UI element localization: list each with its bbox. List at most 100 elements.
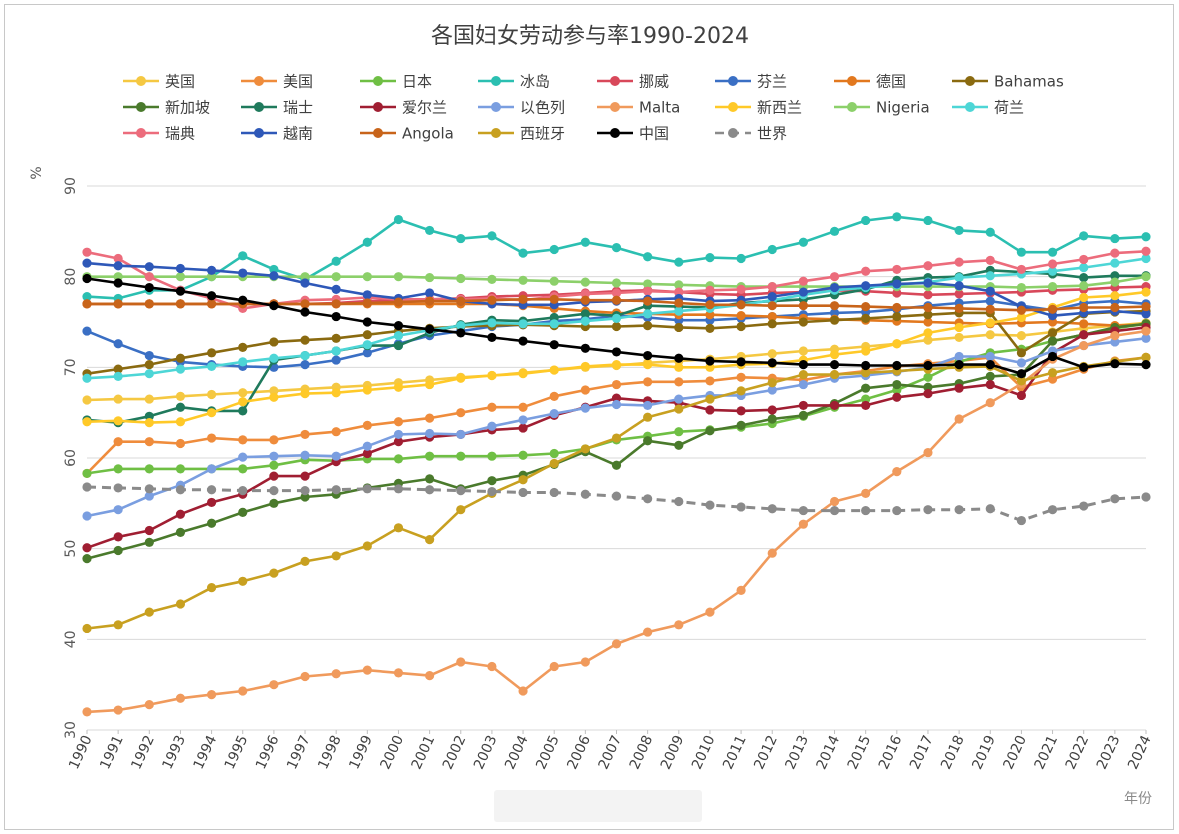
legend-label: Angola (402, 125, 454, 143)
data-point (767, 405, 777, 415)
data-point (736, 386, 746, 396)
data-point (113, 299, 123, 309)
data-point (1016, 390, 1027, 401)
legend-label: 新加坡 (165, 99, 210, 117)
data-point (643, 400, 653, 411)
data-point (1141, 333, 1151, 343)
x-tick-label: 1992 (128, 733, 158, 772)
data-point (549, 319, 559, 329)
legend-item: 世界 (715, 125, 787, 143)
legend-swatch-marker (373, 102, 383, 112)
data-point (611, 491, 622, 501)
data-point (736, 502, 746, 512)
x-tick-label: 2009 (658, 733, 688, 772)
data-point (798, 237, 808, 247)
data-point (1110, 258, 1120, 268)
data-point (1141, 309, 1151, 319)
data-point (736, 406, 746, 416)
legend-item: 瑞士 (241, 99, 313, 117)
legend-label: 以色列 (520, 99, 565, 117)
data-point (705, 607, 715, 617)
x-tick-label: 2024 (1125, 733, 1155, 772)
series-lines (82, 212, 1151, 717)
data-point (82, 707, 92, 717)
data-point (331, 272, 341, 282)
legend-item: 冰岛 (478, 73, 550, 91)
data-point (269, 264, 279, 275)
data-point (331, 451, 341, 461)
series-3 (82, 212, 1151, 304)
data-point (985, 296, 995, 306)
legend-swatch-marker (610, 102, 620, 112)
data-point (144, 437, 154, 447)
data-point (362, 340, 372, 350)
data-point (206, 272, 217, 282)
data-point (549, 661, 559, 672)
data-point (674, 394, 684, 404)
data-point (300, 307, 310, 317)
legend-item: 德国 (834, 73, 906, 91)
data-point (1047, 247, 1058, 257)
data-point (82, 299, 92, 309)
data-point (82, 468, 92, 479)
data-point (611, 321, 622, 332)
data-point (144, 525, 154, 536)
legend-swatch-marker (136, 76, 146, 86)
data-point (954, 360, 964, 370)
data-point (767, 311, 777, 322)
data-point (518, 487, 528, 498)
legend-label: 挪威 (639, 73, 669, 91)
data-point (829, 369, 840, 380)
data-point (362, 317, 372, 327)
legend-label: 瑞士 (283, 99, 313, 117)
data-point (892, 311, 902, 322)
data-point (144, 360, 154, 370)
legend-item: 芬兰 (715, 73, 787, 91)
data-point (954, 505, 964, 515)
data-point (331, 355, 341, 365)
data-point (175, 464, 186, 474)
data-point (611, 433, 622, 443)
data-point (549, 276, 559, 286)
legend-label: 西班牙 (520, 125, 565, 143)
data-point (393, 272, 404, 282)
data-point (674, 287, 684, 297)
x-tick-label: 2013 (782, 733, 812, 772)
data-point (892, 339, 902, 349)
legend-label: 德国 (876, 73, 906, 91)
data-point (144, 272, 154, 282)
data-point (144, 282, 154, 293)
data-point (829, 350, 840, 360)
data-point (331, 388, 341, 398)
line-chart: 各国妇女劳动参与率1990-2024 % 年份 30 40 50 60 70 80 90 1… (29, 24, 1155, 807)
data-point (362, 484, 372, 494)
data-point (954, 383, 964, 393)
data-point (767, 548, 777, 558)
data-point (1110, 331, 1120, 341)
legend-swatch-marker (373, 128, 383, 138)
data-point (144, 484, 154, 494)
data-point (767, 358, 777, 368)
data-point (362, 290, 372, 300)
x-tick-label: 2012 (751, 733, 781, 772)
data-point (923, 335, 933, 345)
legend-swatch-marker (136, 128, 146, 138)
data-point (269, 460, 279, 470)
data-point (549, 458, 559, 469)
data-point (487, 231, 497, 241)
data-point (82, 623, 92, 634)
data-point (144, 700, 154, 710)
legend-label: 英国 (165, 73, 195, 91)
data-point (892, 392, 902, 402)
data-point (487, 486, 497, 497)
legend-item: 英国 (123, 73, 195, 91)
data-point (767, 414, 777, 424)
data-point (611, 295, 622, 305)
data-point (113, 371, 123, 381)
data-point (82, 373, 92, 383)
data-point (549, 312, 559, 323)
data-point (269, 435, 279, 445)
data-point (425, 428, 435, 439)
legend-item: 爱尔兰 (360, 99, 447, 117)
data-point (985, 304, 995, 314)
